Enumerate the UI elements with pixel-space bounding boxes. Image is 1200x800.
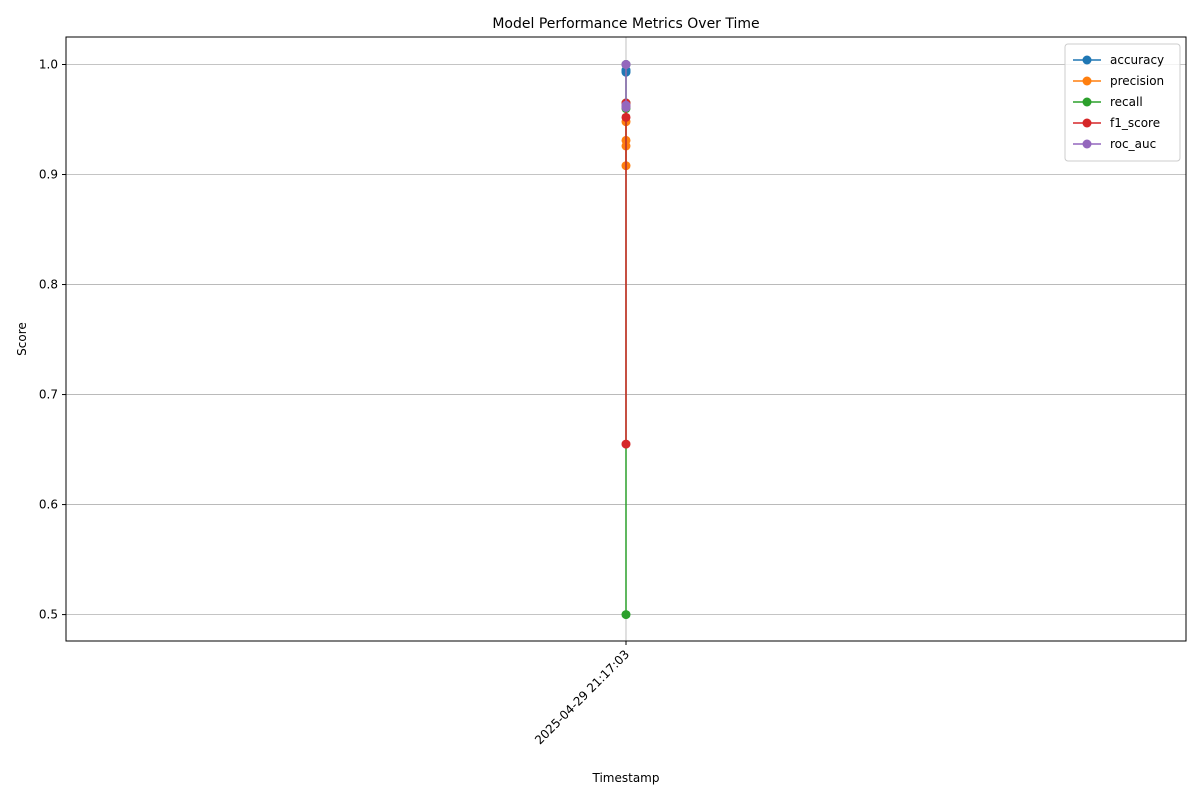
legend-label: accuracy: [1110, 53, 1164, 67]
series-marker: [621, 439, 631, 449]
legend-box: [1064, 43, 1181, 162]
legend-marker: [1082, 139, 1092, 149]
legend-label: f1_score: [1110, 116, 1160, 130]
legend-marker: [1082, 76, 1092, 86]
y-tick-label: 0.6: [39, 498, 58, 512]
chart-title: Model Performance Metrics Over Time: [492, 16, 759, 32]
legend-marker: [1082, 97, 1092, 107]
legend-label: precision: [1110, 74, 1164, 88]
legend-marker: [1082, 55, 1092, 65]
legend-marker: [1082, 118, 1092, 128]
plot-frame: [65, 36, 1187, 642]
legend-label: roc_auc: [1110, 137, 1156, 151]
y-axis-label: Score: [15, 322, 29, 356]
series-marker: [621, 60, 631, 70]
legend-label: recall: [1110, 95, 1143, 109]
x-axis-label: Timestamp: [592, 771, 660, 785]
y-tick-label: 1.0: [39, 58, 58, 72]
series-marker: [621, 112, 631, 122]
y-tick-label: 0.9: [39, 168, 58, 182]
series-marker: [621, 100, 631, 110]
y-tick-label: 0.5: [39, 608, 58, 622]
y-tick-label: 0.7: [39, 388, 58, 402]
series-marker: [621, 610, 631, 620]
y-tick-label: 0.8: [39, 278, 58, 292]
